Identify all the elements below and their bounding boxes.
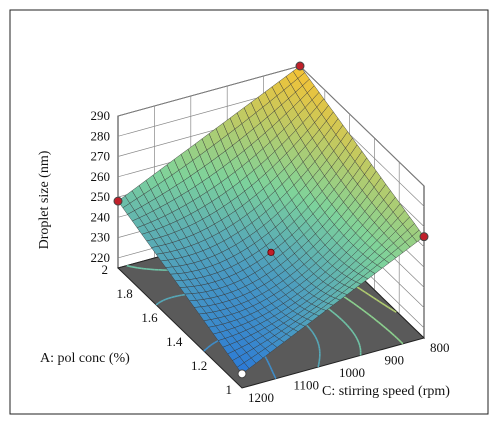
x-tick-label: 1 — [226, 382, 233, 397]
y-tick-label: 1200 — [248, 390, 274, 405]
z-tick-label: 270 — [91, 149, 111, 164]
design-point — [420, 233, 428, 241]
x-tick-label: 1.4 — [166, 334, 183, 349]
z-tick-label: 290 — [91, 108, 111, 123]
x-tick-label: 1.2 — [191, 358, 207, 373]
y-tick-label: 1000 — [339, 365, 365, 380]
y-tick-label: 1100 — [294, 378, 320, 393]
z-axis-title: Droplet size (nm) — [37, 150, 52, 249]
z-tick-label: 280 — [91, 128, 111, 143]
z-tick-label: 260 — [91, 169, 111, 184]
y-tick-label: 800 — [430, 340, 450, 355]
design-point — [238, 370, 246, 378]
x-axis-title: A: pol conc (%) — [40, 351, 130, 366]
design-point — [296, 62, 304, 70]
z-tick-label: 250 — [91, 189, 111, 204]
x-tick-label: 1.6 — [141, 310, 158, 325]
x-tick-label: 1.8 — [117, 286, 133, 301]
center-point — [268, 249, 274, 255]
y-tick-label: 900 — [385, 353, 405, 368]
x-tick-label: 2 — [102, 262, 109, 277]
design-point — [114, 197, 122, 205]
z-tick-label: 230 — [91, 230, 111, 245]
y-axis-title: C: stirring speed (rpm) — [322, 384, 450, 399]
z-tick-label: 240 — [91, 209, 111, 224]
